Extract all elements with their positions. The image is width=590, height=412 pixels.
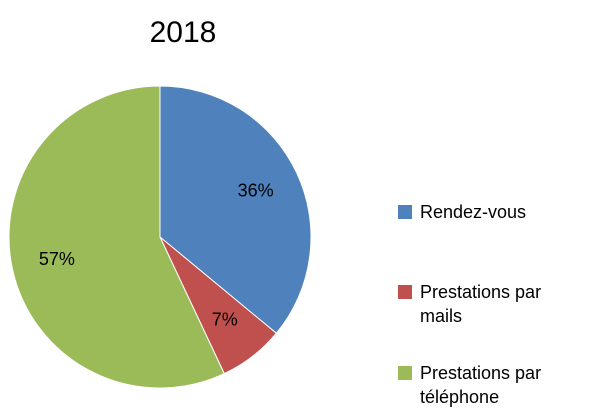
legend-label: Prestations par téléphone: [420, 363, 542, 407]
legend-swatch: [398, 366, 412, 380]
legend-swatch: [398, 205, 412, 219]
pie-slice: [159, 85, 312, 334]
legend-swatch: [398, 285, 412, 299]
legend-entry: Prestations par téléphone: [398, 361, 588, 409]
data-label: 7%: [212, 309, 238, 329]
legend-entry: Rendez-vous: [398, 200, 588, 224]
data-label: 57%: [39, 249, 75, 269]
legend-label: Rendez-vous: [420, 202, 527, 222]
legend-entry: Prestations par mails: [398, 280, 588, 328]
chart-title: 2018: [150, 16, 217, 49]
pie-slice: [8, 85, 225, 389]
data-label: 36%: [238, 181, 274, 201]
legend-label: Prestations par mails: [420, 282, 542, 326]
